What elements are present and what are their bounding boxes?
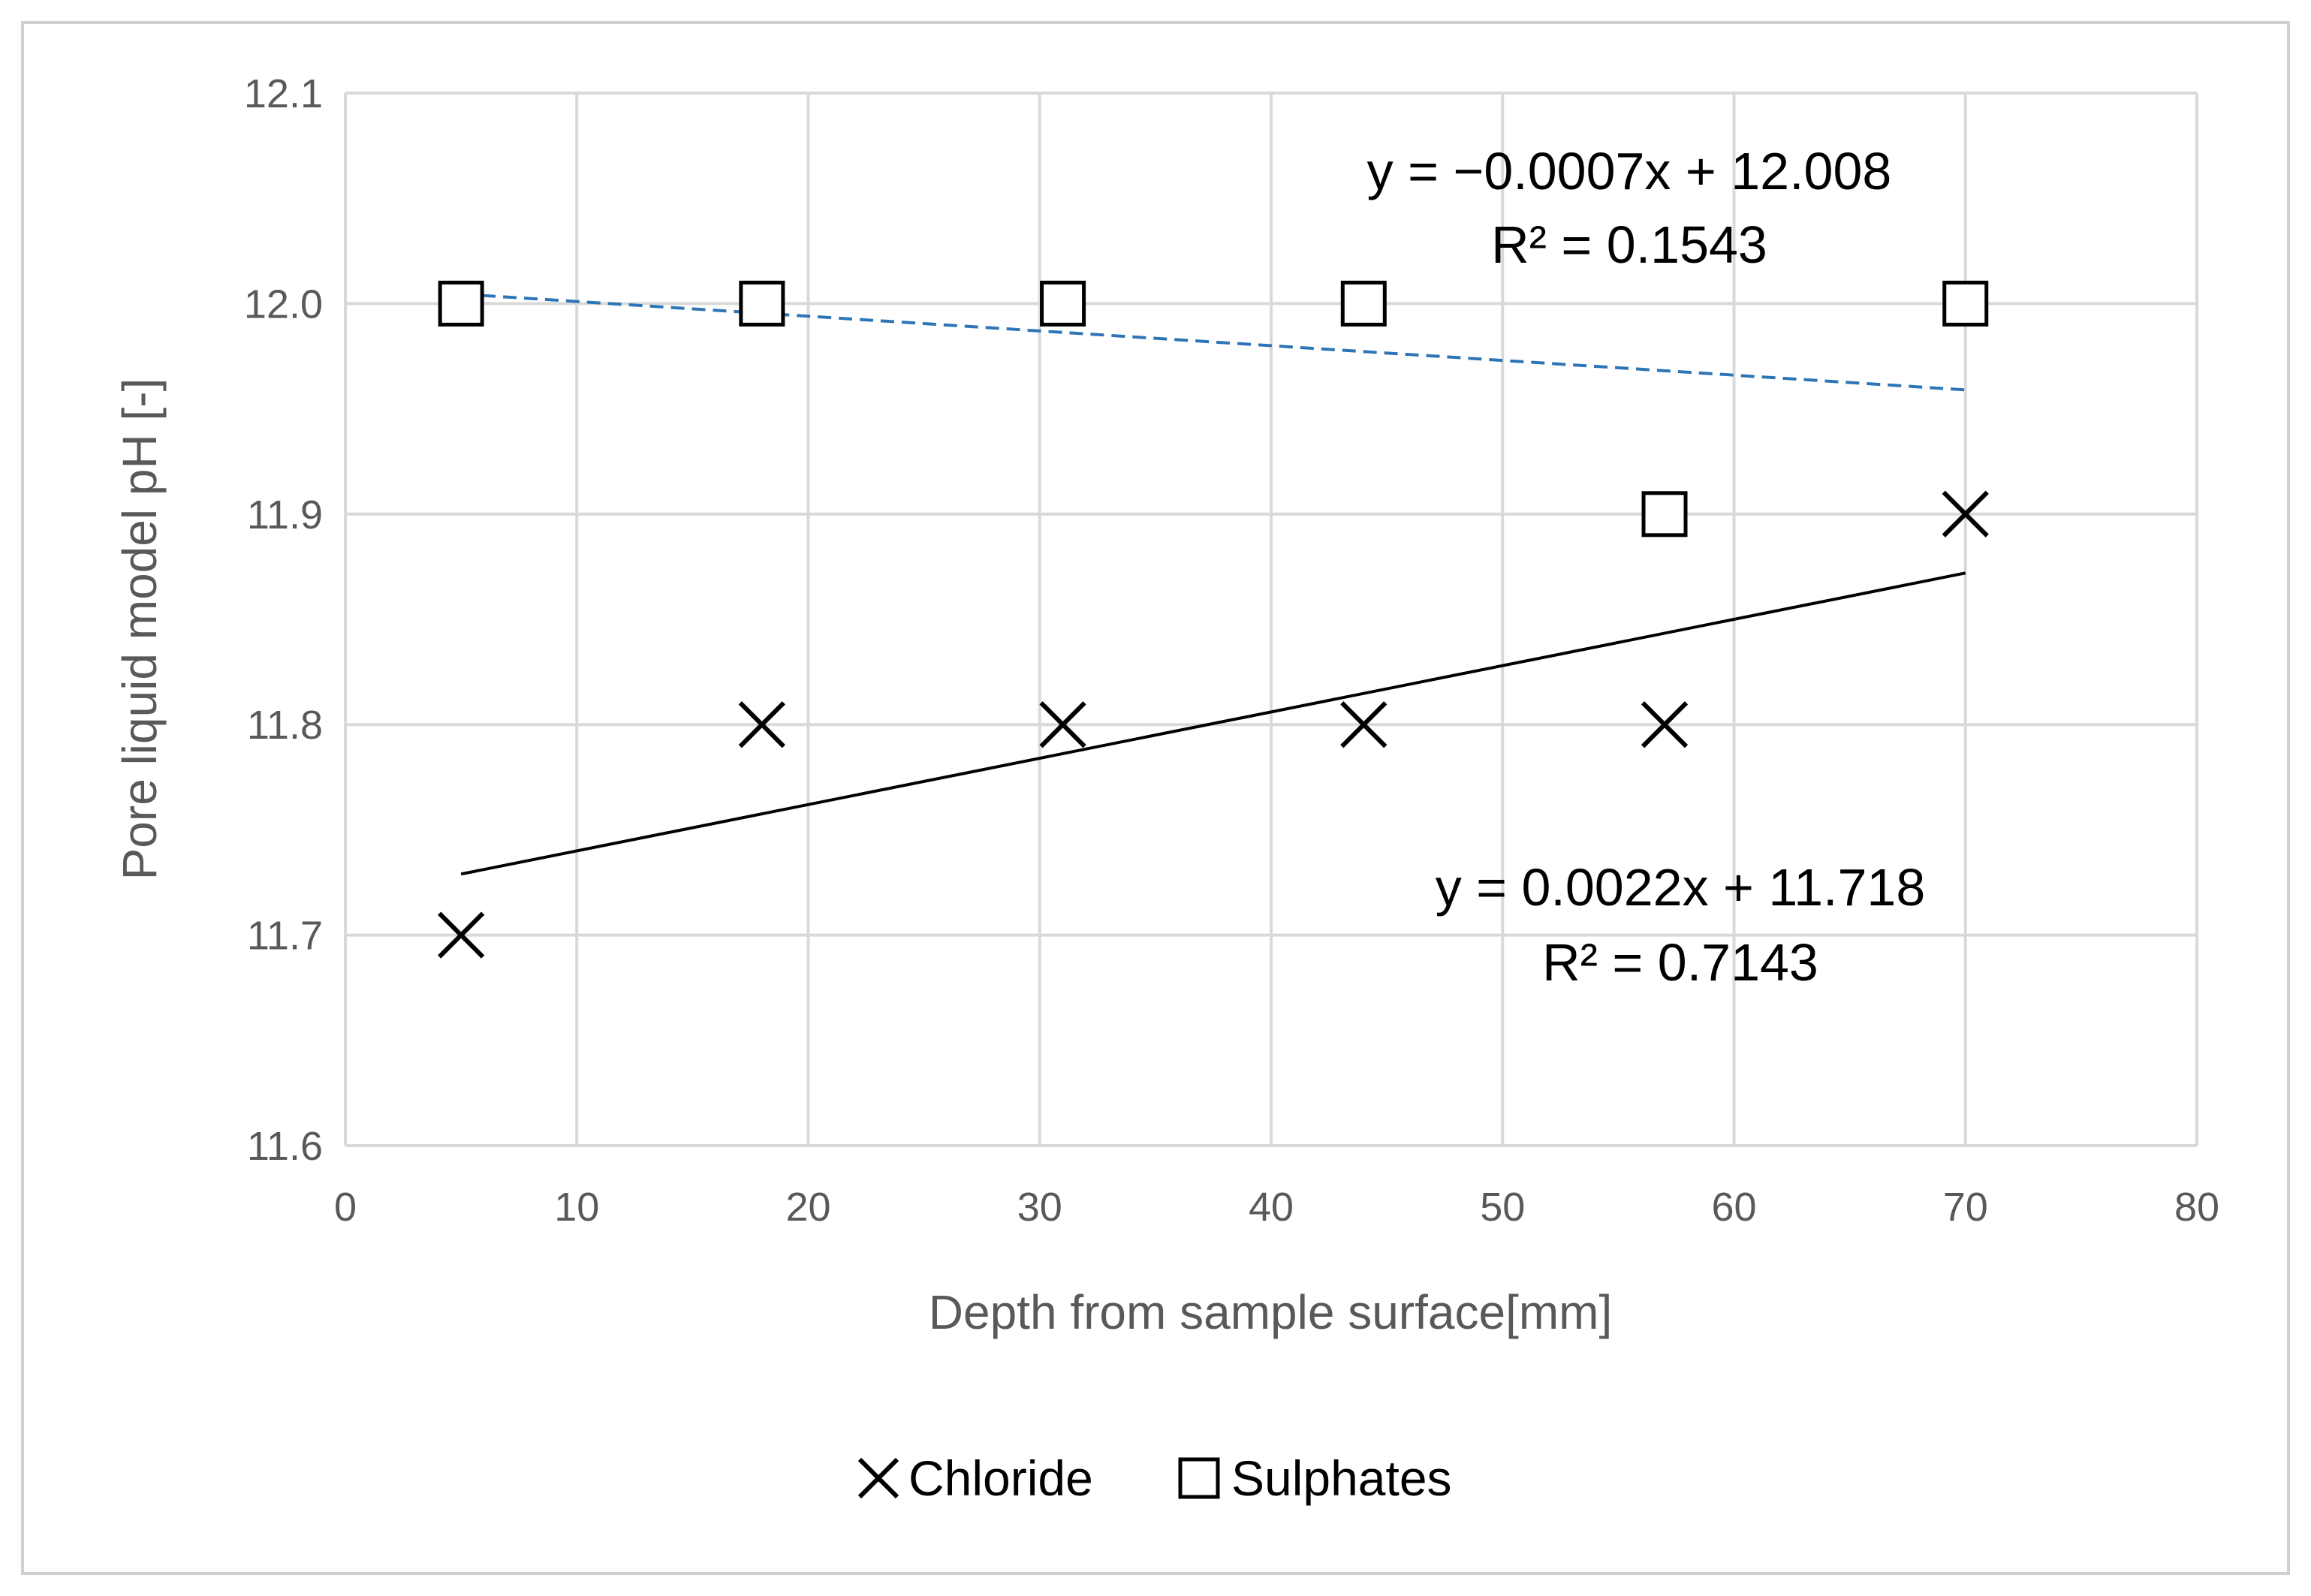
- data-markers: [438, 280, 1989, 959]
- legend-marker-chloride: [857, 1457, 899, 1499]
- legend-marker-sulphates: [1178, 1457, 1220, 1499]
- sulphates-point-0: [438, 280, 484, 327]
- sulphates-trend-r2: R² = 0.1543: [1491, 215, 1767, 274]
- chloride-trend-equation: y = 0.0022x + 11.718: [1436, 858, 1926, 917]
- sulphates-point-5: [1942, 280, 1989, 327]
- y-tick-label-12.0: 12.0: [244, 282, 323, 327]
- x-tick-label-0: 0: [334, 1185, 357, 1230]
- y-tick-label-11.9: 11.9: [247, 492, 323, 538]
- x-tick-label-50: 50: [1480, 1185, 1525, 1230]
- x-tick-label-40: 40: [1249, 1185, 1294, 1230]
- x-tick-label-30: 30: [1017, 1185, 1062, 1230]
- legend-label-sulphates: Sulphates: [1231, 1450, 1452, 1506]
- chart-frame: [21, 21, 2290, 1575]
- chloride-trendline: [460, 571, 1966, 876]
- chloride-point-4: [1641, 701, 1689, 748]
- y-tick-label-11.8: 11.8: [247, 703, 323, 748]
- tick-labels: 0 10 20 30 40 50 60 70 80 11.6 11.7 11.8 11.9 12.0 12.…: [244, 71, 2219, 1230]
- chloride-point-2: [1039, 701, 1086, 748]
- chloride-trend-r2: R² = 0.7143: [1542, 933, 1818, 992]
- sulphates-point-4: [1641, 491, 1688, 538]
- y-tick-label-11.6: 11.6: [247, 1124, 323, 1169]
- y-axis-title: Pore liquid model pH [-]: [113, 378, 167, 881]
- y-tick-label-12.1: 12.1: [244, 71, 323, 116]
- y-tick-label-11.7: 11.7: [247, 914, 323, 959]
- sulphates-point-2: [1040, 280, 1086, 327]
- legend-label-chloride: Chloride: [908, 1450, 1093, 1506]
- sulphates-point-1: [739, 280, 785, 327]
- chloride-point-1: [738, 701, 785, 748]
- x-tick-label-20: 20: [785, 1185, 830, 1230]
- x-tick-label-60: 60: [1711, 1185, 1756, 1230]
- sulphates-trend-equation: y = −0.0007x + 12.008: [1367, 142, 1892, 200]
- trendlines: [460, 292, 1966, 876]
- x-tick-label-80: 80: [2174, 1185, 2219, 1230]
- x-tick-label-70: 70: [1943, 1185, 1988, 1230]
- sulphates-point-3: [1340, 280, 1387, 327]
- x-tick-label-10: 10: [554, 1185, 599, 1230]
- chloride-point-0: [438, 911, 485, 959]
- chloride-point-3: [1340, 701, 1388, 748]
- grid: [344, 92, 2198, 1147]
- x-axis-title: Depth from sample surface[mm]: [929, 1285, 1613, 1339]
- legend: Chloride Sulphates: [857, 1450, 1452, 1506]
- chloride-point-5: [1942, 490, 1989, 538]
